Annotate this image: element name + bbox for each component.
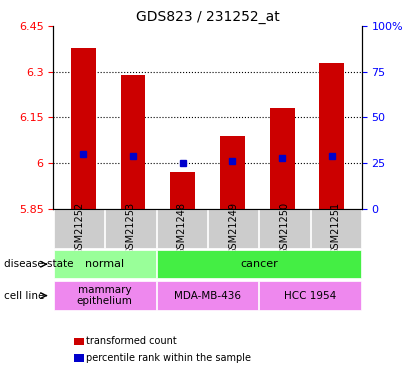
Bar (270, 108, 295, 208)
Bar (170, 172, 195, 208)
Text: percentile rank within the sample: percentile rank within the sample (86, 353, 251, 363)
FancyBboxPatch shape (105, 210, 156, 248)
Bar (71, 48, 96, 209)
Title: GDS823 / 231252_at: GDS823 / 231252_at (136, 10, 279, 24)
Text: GSM21248: GSM21248 (177, 202, 187, 255)
Text: MDA-MB-436: MDA-MB-436 (174, 291, 241, 301)
Text: HCC 1954: HCC 1954 (284, 291, 337, 301)
FancyBboxPatch shape (54, 250, 156, 278)
FancyBboxPatch shape (259, 282, 361, 310)
Text: cell line: cell line (4, 291, 44, 301)
Bar (319, 63, 344, 208)
Bar (220, 136, 245, 209)
Text: normal: normal (85, 259, 125, 269)
Text: mammary
epithelium: mammary epithelium (77, 285, 133, 306)
FancyBboxPatch shape (54, 210, 104, 248)
Text: disease state: disease state (4, 259, 74, 269)
Text: GSM21250: GSM21250 (279, 202, 290, 255)
FancyBboxPatch shape (259, 210, 310, 248)
Text: cancer: cancer (240, 259, 278, 269)
FancyBboxPatch shape (157, 210, 207, 248)
Text: GSM21252: GSM21252 (74, 202, 84, 255)
Text: GSM21249: GSM21249 (228, 202, 238, 255)
FancyBboxPatch shape (157, 282, 259, 310)
Bar (74, 338, 84, 345)
Bar (120, 75, 145, 209)
Text: transformed count: transformed count (86, 336, 177, 346)
Text: GSM21253: GSM21253 (125, 202, 136, 255)
FancyBboxPatch shape (208, 210, 259, 248)
Bar (74, 354, 84, 362)
Text: GSM21251: GSM21251 (331, 202, 341, 255)
FancyBboxPatch shape (54, 282, 156, 310)
FancyBboxPatch shape (311, 210, 361, 248)
FancyBboxPatch shape (157, 250, 361, 278)
